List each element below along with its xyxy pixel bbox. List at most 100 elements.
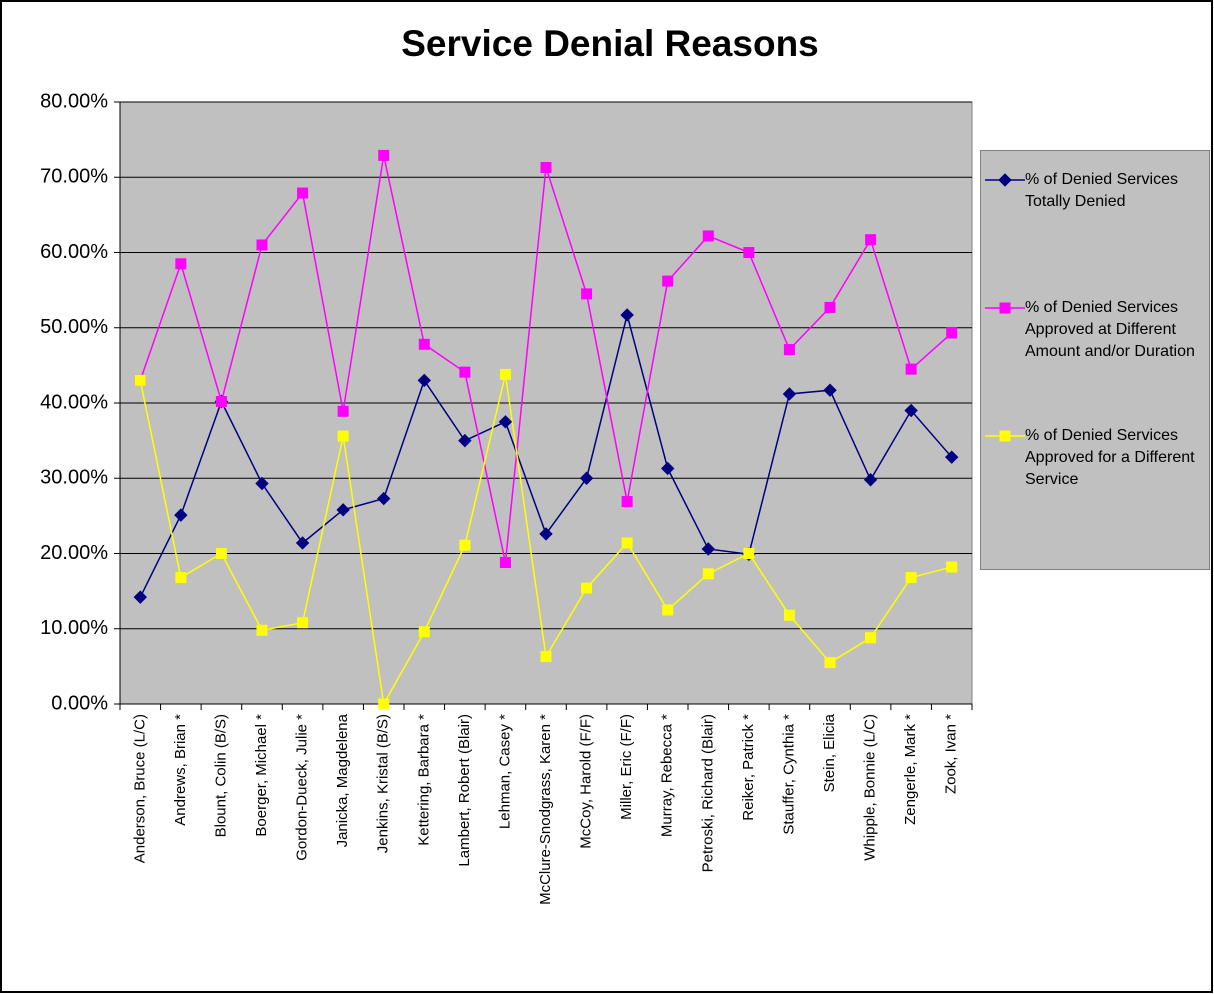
y-tick-label: 0.00% bbox=[51, 692, 108, 714]
data-point bbox=[295, 536, 310, 550]
x-tick-label: Blount, Colin (B/S) bbox=[212, 714, 229, 837]
legend: % of Denied Services Totally Denied % of … bbox=[980, 150, 1210, 570]
data-point bbox=[662, 604, 674, 616]
data-point bbox=[174, 508, 188, 522]
y-tick-label: 50.00% bbox=[40, 316, 108, 338]
data-point bbox=[336, 503, 350, 517]
x-tick-label: Petroski, Richard (Blair) bbox=[699, 714, 716, 872]
legend-label: % of Denied Services Approved for a Diff… bbox=[1025, 427, 1195, 488]
x-tick-label: Kettering, Barbara * bbox=[415, 714, 432, 846]
data-point bbox=[175, 572, 187, 584]
data-point bbox=[255, 476, 269, 491]
legend-entry: % of Denied Services Totally Denied bbox=[981, 169, 1209, 289]
data-point bbox=[702, 568, 714, 580]
data-point bbox=[377, 491, 391, 506]
data-point bbox=[297, 617, 309, 629]
data-point bbox=[418, 626, 430, 638]
data-point bbox=[743, 548, 755, 559]
data-point bbox=[459, 539, 471, 551]
data-point bbox=[621, 496, 633, 508]
x-tick-label: Anderson, Bruce (L/C) bbox=[131, 714, 148, 863]
x-tick-label: McCoy, Harold (F/F) bbox=[578, 714, 595, 849]
x-tick-label: Stauffer, Cynthia * bbox=[780, 714, 797, 835]
x-tick-label: Miller, Eric (F/F) bbox=[618, 714, 635, 820]
x-tick-label: McClure-Snodgrass, Karen * bbox=[537, 714, 554, 905]
y-tick-label: 20.00% bbox=[40, 542, 108, 564]
x-tick-label: Stein, Elicia bbox=[821, 713, 838, 792]
data-point bbox=[297, 187, 309, 199]
legend-label: % of Denied Services Totally Denied bbox=[1025, 171, 1178, 210]
legend-entry: % of Denied Services Approved at Differe… bbox=[981, 297, 1209, 417]
data-point bbox=[783, 609, 795, 621]
data-point bbox=[337, 430, 349, 442]
data-point bbox=[904, 403, 918, 418]
data-point bbox=[620, 308, 634, 322]
data-point bbox=[905, 363, 917, 375]
data-point bbox=[824, 301, 836, 313]
data-point bbox=[945, 450, 959, 464]
x-tick-label: Boerger, Michael * bbox=[253, 714, 270, 837]
data-point bbox=[823, 383, 837, 397]
data-point bbox=[539, 527, 553, 541]
data-point bbox=[701, 542, 715, 556]
x-tick-label: Reiker, Patrick * bbox=[740, 714, 757, 821]
legend-marker bbox=[999, 430, 1011, 442]
data-point bbox=[256, 239, 268, 251]
data-point bbox=[946, 561, 958, 573]
data-point bbox=[581, 288, 593, 300]
legend-label: % of Denied Services Approved at Differe… bbox=[1025, 299, 1195, 360]
x-tick-label: Whipple, Bonnie (L/C) bbox=[862, 714, 879, 861]
y-tick-label: 80.00% bbox=[40, 90, 108, 112]
y-tick-label: 40.00% bbox=[40, 391, 108, 413]
data-point bbox=[581, 582, 593, 594]
data-point bbox=[865, 234, 877, 246]
data-point bbox=[418, 338, 430, 350]
data-point bbox=[743, 247, 755, 258]
data-point bbox=[579, 471, 594, 485]
x-tick-label: Zengerle, Mark * bbox=[902, 714, 919, 825]
data-point bbox=[499, 368, 511, 380]
legend-marker bbox=[999, 302, 1011, 314]
y-tick-label: 10.00% bbox=[40, 617, 108, 639]
data-point bbox=[621, 537, 633, 549]
data-point bbox=[134, 374, 146, 386]
legend-swatch bbox=[985, 302, 1025, 314]
legend-swatch bbox=[985, 173, 1025, 187]
x-tick-label: Lambert, Robert (Blair) bbox=[456, 714, 473, 867]
data-point bbox=[824, 657, 836, 669]
data-point bbox=[782, 387, 797, 401]
x-tick-label: Jenkins, Kristal (B/S) bbox=[375, 714, 392, 853]
legend-entry: % of Denied Services Approved for a Diff… bbox=[981, 425, 1209, 545]
x-tick-label: Lehman, Casey * bbox=[496, 714, 513, 829]
data-point bbox=[378, 149, 390, 161]
x-tick-label: Murray, Rebecca * bbox=[659, 714, 676, 837]
data-point bbox=[133, 590, 147, 604]
y-tick-label: 70.00% bbox=[40, 166, 108, 188]
x-tick-label: Janicka, Magdelena bbox=[334, 713, 351, 847]
data-point bbox=[417, 373, 431, 388]
x-tick-label: Andrews, Brian * bbox=[172, 714, 189, 826]
data-point bbox=[865, 632, 877, 644]
data-point bbox=[337, 405, 349, 417]
data-point bbox=[702, 230, 714, 242]
data-point bbox=[863, 473, 878, 487]
chart-title: Service Denial Reasons bbox=[401, 23, 819, 64]
legend-swatch bbox=[985, 430, 1025, 442]
data-point bbox=[215, 395, 227, 407]
data-point bbox=[458, 433, 472, 448]
data-point bbox=[905, 572, 917, 584]
y-tick-label: 30.00% bbox=[40, 467, 108, 489]
data-point bbox=[499, 557, 511, 569]
data-point bbox=[540, 651, 552, 663]
legend-marker bbox=[998, 173, 1012, 187]
data-point bbox=[946, 327, 958, 339]
data-point bbox=[783, 344, 795, 356]
data-point bbox=[459, 366, 471, 378]
data-point bbox=[378, 698, 390, 710]
data-point bbox=[662, 275, 674, 287]
data-point bbox=[256, 624, 268, 636]
data-point bbox=[175, 258, 187, 270]
data-point bbox=[540, 161, 552, 173]
data-point bbox=[215, 548, 227, 559]
